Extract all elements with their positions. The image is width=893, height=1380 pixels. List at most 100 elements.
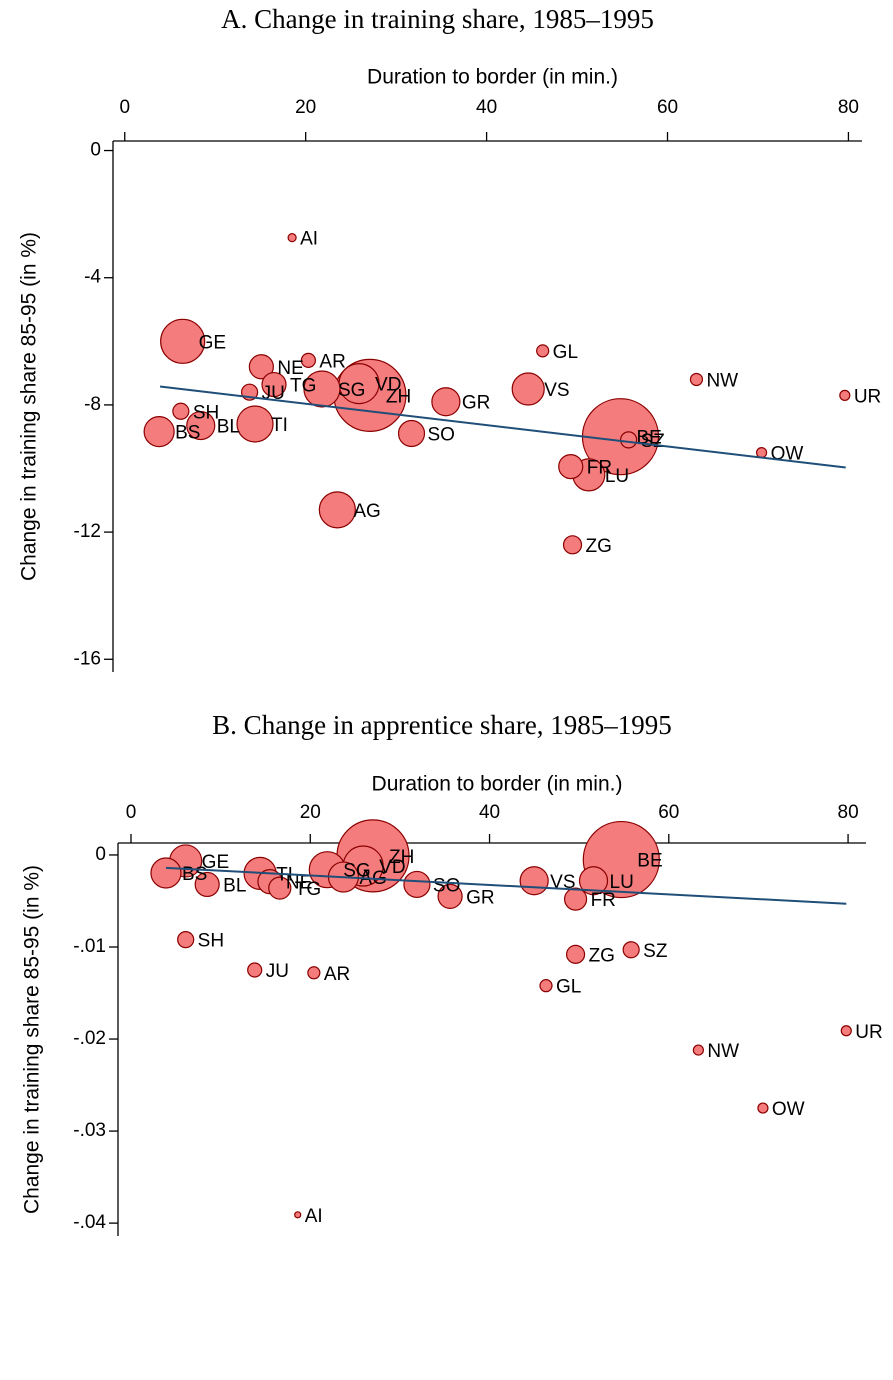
bubble — [268, 876, 292, 900]
y-tick-label: -.04 — [73, 1212, 106, 1233]
point-label: BS — [175, 423, 200, 444]
panel: A. Change in training share, 1985–1995 Du… — [18, 4, 881, 672]
x-tick-label: 80 — [838, 802, 859, 823]
point-label: ZG — [589, 945, 615, 966]
bubble — [437, 883, 463, 909]
point-label: BL — [217, 417, 240, 438]
point-label: GL — [556, 977, 581, 998]
point-label: SG — [338, 380, 365, 401]
bubble — [539, 979, 553, 993]
point-label: LU — [605, 466, 629, 487]
bubble — [620, 431, 638, 449]
point-label: GE — [202, 852, 229, 873]
bubble — [757, 1102, 769, 1114]
point-label: ZH — [389, 847, 414, 868]
point-label: SG — [343, 861, 370, 882]
point-label: LU — [610, 872, 634, 893]
point-label: SZ — [641, 431, 666, 452]
point-label: NW — [706, 370, 738, 391]
point-label: AI — [305, 1206, 323, 1227]
point-label: BS — [182, 864, 207, 885]
x-tick-label: 20 — [295, 97, 316, 118]
y-axis-title: Change in training share 85-95 (in %) — [21, 865, 44, 1214]
y-tick-label: -8 — [84, 394, 101, 415]
y-tick-label: -.01 — [73, 936, 106, 957]
bubble — [755, 447, 768, 459]
point-label: VD — [375, 375, 401, 396]
y-tick-label: -16 — [74, 648, 101, 669]
point-label: VS — [544, 380, 569, 401]
x-tick-label: 60 — [658, 802, 679, 823]
x-tick-label: 20 — [300, 802, 321, 823]
point-label: SH — [198, 931, 224, 952]
bubble — [692, 1044, 704, 1056]
bubble — [431, 387, 461, 417]
x-tick-label: 0 — [126, 802, 137, 823]
point-label: AG — [353, 501, 380, 522]
y-axis-title: Change in training share 85-95 (in %) — [18, 232, 41, 581]
bubble — [536, 344, 550, 358]
x-tick-label: 80 — [838, 97, 859, 118]
point-label: BE — [637, 851, 662, 872]
bubble — [303, 370, 341, 408]
point-label: OW — [772, 1099, 805, 1120]
bubble — [839, 389, 851, 401]
bubble — [578, 866, 609, 896]
bubble — [511, 372, 545, 406]
bubble — [236, 405, 274, 443]
bubble — [397, 419, 426, 448]
fit-line — [165, 866, 847, 905]
point-label: VD — [379, 857, 405, 878]
bubble — [318, 491, 356, 529]
bubble — [403, 870, 431, 899]
y-tick-label: -4 — [84, 267, 101, 288]
y-tick-label: -.03 — [73, 1120, 106, 1141]
y-tick-label: -.02 — [73, 1028, 106, 1049]
bubble — [565, 944, 586, 964]
y-tick-label: 0 — [90, 140, 101, 161]
y-tick-label: -12 — [74, 521, 101, 542]
point-label: ZH — [386, 386, 411, 407]
point-label: GR — [462, 393, 491, 414]
point-label: AI — [300, 229, 318, 250]
point-label: NE — [286, 873, 312, 894]
chart-title: A. Change in training share, 1985–1995 — [221, 4, 654, 34]
point-label: TI — [271, 415, 288, 436]
bubble — [622, 941, 640, 959]
bubble — [247, 962, 263, 978]
x-tick-label: 40 — [476, 97, 497, 118]
point-label: SO — [433, 875, 460, 896]
point-label: FR — [587, 458, 612, 479]
bubble — [562, 535, 583, 555]
point-label: UR — [855, 1022, 882, 1043]
bubble — [300, 352, 316, 368]
point-label: SH — [193, 402, 219, 423]
x-axis-title: Duration to border (in min.) — [367, 66, 618, 89]
point-label: GR — [466, 887, 495, 908]
fit-line — [159, 385, 846, 469]
point-label: AR — [324, 964, 350, 985]
panel: B. Change in apprentice share, 1985–1995… — [21, 710, 883, 1236]
point-label: GL — [553, 342, 578, 363]
point-label: SO — [428, 425, 455, 446]
x-axis-title: Duration to border (in min.) — [372, 773, 623, 796]
bubble — [150, 857, 182, 889]
y-tick-label: 0 — [95, 844, 106, 865]
bubble — [689, 372, 704, 387]
bubble — [194, 871, 220, 898]
point-label: BL — [223, 875, 246, 896]
point-label: GE — [199, 332, 226, 353]
x-tick-label: 0 — [119, 97, 130, 118]
bubble — [840, 1025, 852, 1037]
point-label: NE — [277, 358, 303, 379]
point-label: TG — [295, 879, 321, 900]
x-tick-label: 60 — [657, 97, 678, 118]
bubble — [160, 318, 206, 364]
point-label: TG — [290, 376, 316, 397]
point-label: AR — [319, 351, 345, 372]
x-tick-label: 40 — [479, 802, 500, 823]
bubble — [261, 371, 287, 398]
chart-title: B. Change in apprentice share, 1985–1995 — [212, 710, 672, 740]
bubble — [143, 416, 175, 448]
